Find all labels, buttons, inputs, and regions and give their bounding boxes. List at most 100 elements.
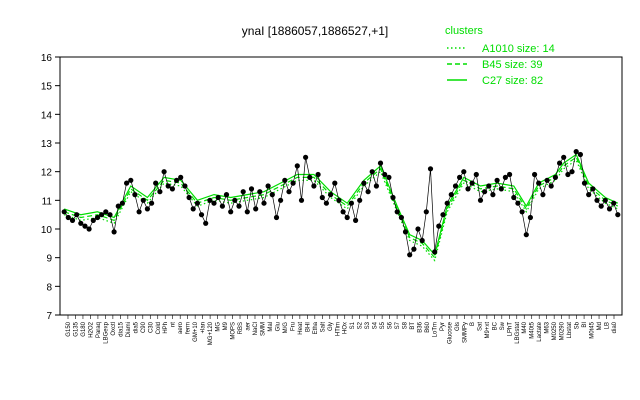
x-tick-label-69: BI (582, 322, 588, 328)
data-point-9 (99, 212, 105, 218)
data-point-107 (507, 171, 513, 178)
data-point-94 (452, 183, 459, 189)
x-tick-label-4: Paraq (96, 322, 102, 338)
x-tick-label-39: S2 (358, 321, 364, 329)
data-point-67 (340, 209, 346, 215)
data-point-75 (373, 183, 379, 189)
data-point-126 (586, 192, 592, 198)
x-tick-label-48: B60 (425, 321, 431, 332)
x-tick-label-38: S1 (350, 321, 356, 329)
data-point-89 (432, 249, 438, 255)
data-point-25 (165, 183, 171, 189)
data-point-92 (444, 200, 450, 206)
x-tick-label-68: Sb (575, 321, 581, 329)
data-point-48 (261, 200, 267, 206)
data-point-130 (602, 197, 608, 203)
x-tick-label-44: S7 (395, 321, 401, 329)
x-tick-label-5: LBGexp (103, 321, 109, 343)
data-point-66 (336, 197, 342, 203)
x-axis: G150 G135 G180 H2O2 Paraq LBGexp Oxctl dia15 Dia… (66, 315, 618, 345)
data-point-10 (103, 209, 109, 215)
data-point-45 (248, 186, 255, 192)
x-tick-label-49: LoTm (432, 322, 438, 337)
data-point-101 (482, 189, 488, 195)
data-point-37 (215, 194, 221, 201)
data-point-30 (186, 194, 192, 201)
data-point-43 (240, 189, 246, 195)
data-point-62 (319, 194, 325, 201)
data-point-104 (494, 177, 500, 183)
x-tick-label-45: S8 (403, 321, 409, 329)
chart-title: ynaI [1886057,1886527,+1] (242, 24, 388, 38)
data-point-31 (190, 206, 196, 212)
data-point-52 (278, 197, 284, 203)
data-point-100 (477, 197, 484, 203)
x-tick-label-33: Etha (313, 321, 319, 334)
x-tick-label-20: MG (216, 322, 222, 332)
x-tick-label-52: Gls (455, 322, 461, 331)
data-point-24 (161, 169, 167, 175)
data-point-42 (236, 203, 242, 209)
data-point-18 (136, 209, 142, 215)
data-point-123 (573, 149, 579, 155)
data-point-14 (119, 200, 125, 206)
y-tick-label-3: 10 (41, 225, 53, 236)
data-point-133 (615, 212, 621, 218)
x-tick-label-73: dia0 (612, 321, 618, 333)
legend-label-0: A1010 size: 14 (482, 43, 555, 55)
x-tick-label-9: dia5 (133, 321, 139, 333)
data-point-64 (328, 192, 334, 198)
y-tick-label-6: 13 (41, 139, 53, 150)
data-point-6 (86, 226, 92, 232)
x-tick-label-0: G150 (66, 321, 72, 336)
data-point-16 (128, 177, 134, 183)
data-point-59 (307, 174, 313, 180)
x-tick-label-19: MG+120 (208, 321, 214, 345)
data-point-97 (465, 186, 471, 192)
y-axis: 7 8 9 10 11 12 13 14 15 16 (41, 53, 60, 322)
x-tick-label-11: C30 (148, 321, 154, 333)
data-point-35 (207, 197, 213, 203)
data-point-55 (290, 180, 296, 186)
x-tick-label-59: LPhT (507, 322, 513, 337)
data-point-109 (515, 200, 521, 206)
data-point-40 (228, 209, 234, 215)
x-tick-label-72: LB (605, 322, 611, 329)
x-tick-label-34: Salt (320, 322, 326, 333)
data-point-23 (157, 189, 163, 195)
data-point-81 (398, 214, 404, 221)
data-point-32 (194, 200, 200, 206)
data-point-77 (382, 171, 388, 178)
data-point-119 (557, 160, 563, 166)
data-point-111 (523, 232, 529, 238)
x-tick-label-57: BC (492, 321, 498, 330)
x-tick-label-53: SMMPy (462, 322, 468, 343)
data-point-79 (390, 194, 396, 201)
x-tick-label-55: Sat (477, 322, 483, 331)
data-point-17 (132, 192, 138, 198)
x-tick-label-27: Mal (268, 322, 274, 332)
data-point-19 (140, 197, 146, 203)
data-point-78 (386, 174, 392, 180)
data-point-131 (606, 206, 613, 212)
x-tick-label-54: B (470, 322, 476, 326)
data-point-70 (353, 217, 359, 223)
x-tick-label-46: BT (410, 322, 416, 330)
x-tick-label-36: HTim (335, 322, 341, 336)
x-tick-label-23: RBS (238, 322, 244, 334)
x-tick-label-71: Md (597, 322, 603, 330)
x-tick-label-12: Cold (156, 322, 162, 334)
data-point-13 (115, 203, 121, 209)
data-point-122 (569, 169, 575, 175)
data-point-3 (74, 212, 80, 218)
data-point-82 (402, 229, 409, 235)
y-tick-label-2: 9 (46, 254, 52, 265)
x-tick-label-16: ferm (186, 322, 192, 334)
data-point-93 (448, 192, 454, 198)
data-point-98 (469, 180, 475, 186)
data-point-4 (78, 220, 84, 226)
data-point-63 (323, 200, 329, 206)
data-point-95 (457, 174, 463, 180)
x-tick-label-31: Heat (298, 322, 304, 335)
x-tick-label-51: Glucose (447, 321, 453, 344)
